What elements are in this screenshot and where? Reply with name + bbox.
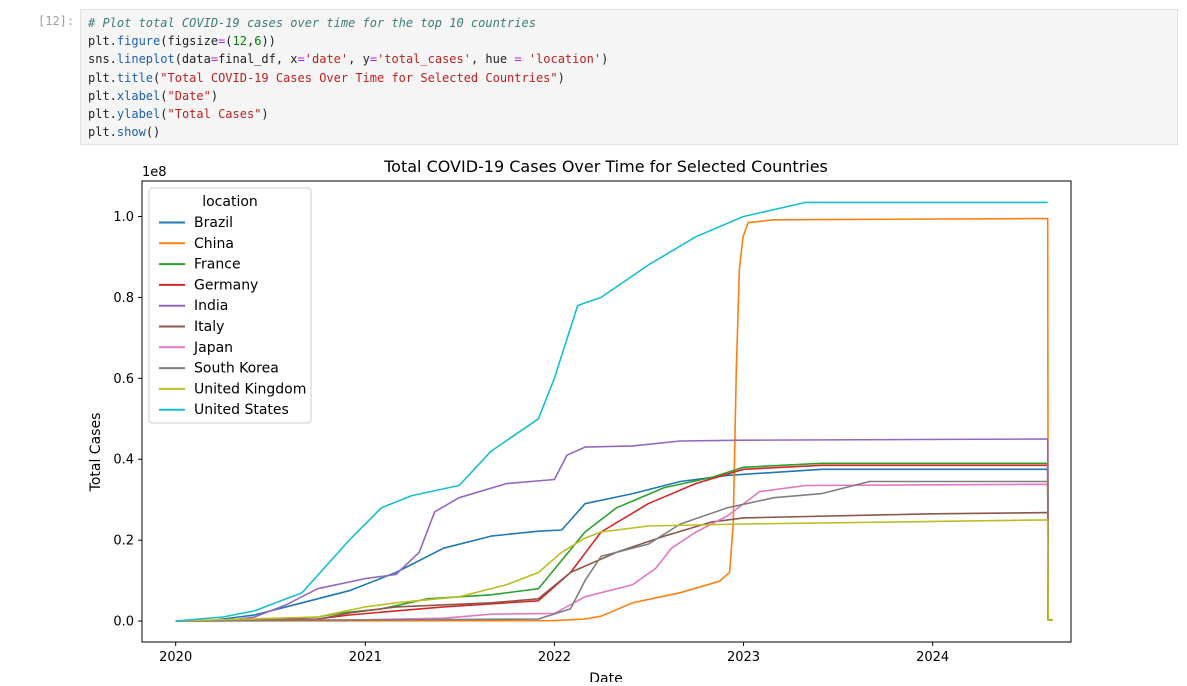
code-token: = bbox=[297, 52, 305, 67]
series-line-germany bbox=[175, 464, 1053, 622]
code-token: 'total_cases' bbox=[377, 52, 471, 67]
code-token: ( bbox=[160, 106, 168, 121]
code-token: 6 bbox=[254, 34, 262, 49]
legend-entry: Germany bbox=[194, 277, 258, 293]
series-line-brazil bbox=[175, 468, 1053, 622]
code-token: title bbox=[116, 70, 154, 85]
legend-box bbox=[148, 187, 312, 424]
x-axis-label: Date bbox=[589, 671, 622, 682]
code-line: plt.xlabel("Date") bbox=[88, 87, 1170, 105]
series-line-japan bbox=[175, 483, 1053, 622]
legend-entry: India bbox=[194, 298, 228, 314]
x-tick-label: 2024 bbox=[916, 650, 949, 665]
code-token: 'location' bbox=[528, 52, 602, 67]
y-axis-label: Total Cases bbox=[88, 413, 104, 493]
code-token: "Total COVID-19 Cases Over Time for Sele… bbox=[160, 70, 558, 85]
series-line-india bbox=[175, 438, 1053, 622]
code-token: sns. bbox=[88, 52, 117, 67]
x-tick-label: 2022 bbox=[538, 650, 571, 665]
code-cell-editor[interactable]: # Plot total COVID-19 cases over time fo… bbox=[80, 9, 1178, 145]
legend-entry: China bbox=[194, 236, 234, 252]
y-tick-label: 0.8 bbox=[113, 291, 134, 306]
code-token: ( bbox=[160, 88, 168, 103]
code-token: figure bbox=[116, 34, 161, 49]
legend-entry: Brazil bbox=[194, 215, 233, 231]
code-token: = bbox=[218, 34, 226, 49]
code-token: , bbox=[246, 34, 255, 49]
legend-entry: Japan bbox=[193, 340, 233, 356]
code-token: show bbox=[116, 125, 146, 140]
series-line-united-states bbox=[175, 201, 1048, 622]
chart-title: Total COVID-19 Cases Over Time for Selec… bbox=[383, 157, 828, 176]
code-line: plt.show() bbox=[88, 123, 1170, 141]
x-tick-label: 2023 bbox=[727, 650, 760, 665]
code-token: ylabel bbox=[116, 106, 161, 121]
code-token: (data bbox=[174, 52, 211, 67]
line-chart: 2020 2021 2022 2023 2024 0.0 0.2 0.4 0.6 0.8 1.0 l… bbox=[88, 157, 1072, 686]
code-token: ) bbox=[601, 52, 609, 67]
code-token: ) bbox=[557, 70, 565, 85]
x-tick-label: 2020 bbox=[159, 650, 192, 665]
legend-entry: United Kingdom bbox=[194, 381, 306, 397]
code-token: plt. bbox=[88, 88, 117, 103]
code-line: plt.title("Total COVID-19 Cases Over Tim… bbox=[88, 69, 1170, 87]
code-token: plt. bbox=[88, 125, 117, 140]
y-tick-label: 1.0 bbox=[113, 210, 134, 225]
code-line: sns.lineplot(data=final_df, x='date', y=… bbox=[88, 50, 1170, 68]
cell-prompt: [12]: bbox=[38, 14, 75, 28]
series-line-france bbox=[175, 462, 1053, 622]
y-tick-label: 0.0 bbox=[113, 615, 134, 630]
code-token: , y bbox=[348, 52, 370, 67]
code-token: plt. bbox=[88, 106, 117, 121]
code-line: plt.figure(figsize=(12,6)) bbox=[88, 32, 1170, 50]
y-tick-label: 0.4 bbox=[113, 453, 134, 468]
code-token: = bbox=[369, 52, 378, 67]
code-token: # Plot total COVID-19 cases over time fo… bbox=[88, 16, 536, 30]
code-token: lineplot bbox=[116, 52, 175, 67]
code-token: ( bbox=[225, 34, 233, 49]
code-token: ( bbox=[153, 70, 161, 85]
y-offset-label: 1e8 bbox=[142, 165, 167, 180]
code-line: plt.ylabel("Total Cases") bbox=[88, 105, 1170, 123]
code-line: # Plot total COVID-19 cases over time fo… bbox=[88, 14, 1170, 32]
code-token: xlabel bbox=[116, 88, 161, 103]
legend-entry: United States bbox=[194, 402, 289, 418]
code-token: "Date" bbox=[167, 88, 211, 103]
series-line-united-kingdom bbox=[175, 519, 1053, 622]
plot-area-frame bbox=[141, 180, 1072, 643]
legend-entry: France bbox=[194, 257, 241, 273]
series-line-south-korea bbox=[175, 480, 1053, 622]
series-line-italy bbox=[175, 511, 1053, 622]
code-token bbox=[522, 52, 529, 66]
code-token: 'date' bbox=[304, 52, 349, 67]
cell-output: 2020 2021 2022 2023 2024 0.0 0.2 0.4 0.6 0.8 1.0 l… bbox=[80, 152, 1180, 686]
code-token: ) bbox=[210, 88, 219, 103]
code-token: ) bbox=[261, 106, 269, 121]
code-token: (figsize bbox=[160, 34, 219, 49]
y-tick-label: 0.6 bbox=[113, 372, 134, 387]
code-token: 12 bbox=[232, 34, 247, 49]
code-token: , hue bbox=[470, 52, 515, 67]
code-token: plt. bbox=[88, 70, 117, 85]
code-token: () bbox=[145, 125, 161, 140]
code-token: "Total Cases" bbox=[167, 106, 262, 121]
code-token: = bbox=[514, 52, 522, 67]
y-tick-label: 0.2 bbox=[113, 534, 134, 549]
legend-entry: Italy bbox=[194, 319, 224, 335]
code-token: )) bbox=[261, 34, 276, 49]
code-token: final_df, x bbox=[218, 52, 298, 67]
code-token: = bbox=[210, 52, 219, 67]
code-token: plt. bbox=[88, 34, 117, 49]
legend-title: location bbox=[202, 194, 258, 210]
legend-entry: South Korea bbox=[194, 361, 279, 377]
x-tick-label: 2021 bbox=[349, 650, 382, 665]
